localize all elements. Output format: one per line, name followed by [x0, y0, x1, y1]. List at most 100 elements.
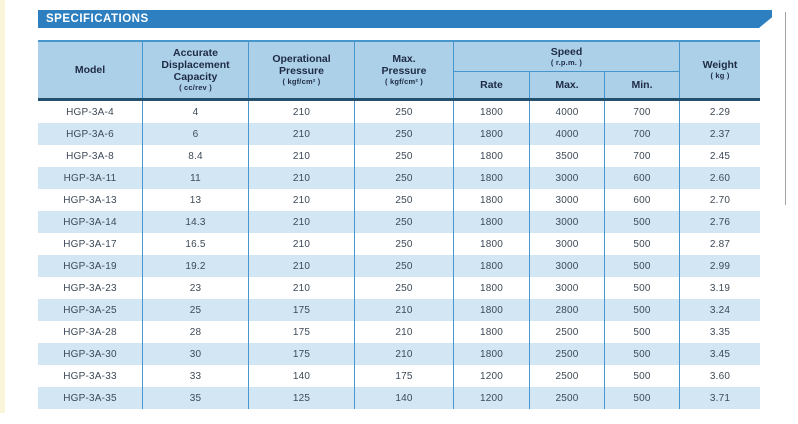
table-cell: HGP-3A-19: [38, 255, 143, 277]
table-cell: 8.4: [143, 145, 249, 167]
table-cell: HGP-3A-30: [38, 343, 143, 365]
table-row: HGP-3A-28 28 175 210 1800 2500 500 3.35: [38, 321, 760, 343]
table-cell: 2500: [530, 365, 605, 387]
table-cell: 16.5: [143, 233, 249, 255]
table-cell: 250: [355, 255, 454, 277]
table-cell: 3000: [530, 255, 605, 277]
table-cell: 1200: [454, 387, 530, 409]
table-cell: 3.24: [709, 304, 731, 316]
table-cell: 175: [249, 321, 355, 343]
table-cell: 3000: [530, 167, 605, 189]
table-cell: 3.35: [709, 326, 731, 338]
table-cell: 210: [249, 211, 355, 233]
column-header-model-label: Model: [74, 63, 106, 76]
table-cell: 19.2: [143, 255, 249, 277]
table-cell: 500: [605, 211, 680, 233]
table-cell: 210: [249, 189, 355, 211]
table-row: HGP-3A-4 4 210 250 1800 4000 700 2.29: [38, 101, 760, 123]
table-row: HGP-3A-6 6 210 250 1800 4000 700 2.37: [38, 123, 760, 145]
table-cell: 3000: [530, 211, 605, 233]
table-body: HGP-3A-4 4 210 250 1800 4000 700 2.29 HGP-3A-6 6 2…: [38, 101, 760, 409]
table-row: HGP-3A-8 8.4 210 250 1800 3500 700 2.45: [38, 145, 760, 167]
table-cell: 3.71: [709, 392, 731, 404]
table-cell: 2.37: [709, 128, 731, 140]
table-cell: 500: [605, 255, 680, 277]
table-cell: 700: [605, 145, 680, 167]
table-cell: 210: [249, 255, 355, 277]
table-cell: 2800: [530, 299, 605, 321]
table-cell: 28: [143, 321, 249, 343]
table-cell: 210: [249, 145, 355, 167]
column-header-speed-min: Min.: [631, 78, 653, 91]
table-cell: 210: [249, 277, 355, 299]
table-cell: 210: [355, 343, 454, 365]
table-cell: 125: [249, 387, 355, 409]
table-cell: 35: [143, 387, 249, 409]
table-cell: 6: [143, 123, 249, 145]
table-cell: 1800: [454, 233, 530, 255]
column-header-speed-group: Speed ( r.p.m. ) Rate Max. Min.: [454, 42, 680, 98]
table-cell: 23: [143, 277, 249, 299]
table-row: HGP-3A-25 25 175 210 1800 2800 500 3.24: [38, 299, 760, 321]
column-header-speed-rate: Rate: [454, 72, 530, 98]
table-cell: HGP-3A-6: [38, 123, 143, 145]
table-cell: 500: [605, 343, 680, 365]
column-unit-label: ( kgf/cm² ): [384, 77, 424, 87]
column-header-weight: Weight ( kg ): [680, 42, 760, 98]
table-cell: 500: [605, 233, 680, 255]
table-cell: 500: [605, 387, 680, 409]
column-unit-label: ( kgf/cm² ): [282, 77, 321, 87]
table-cell: 25: [143, 299, 249, 321]
table-cell: 1800: [454, 101, 530, 123]
column-header-capacity: Accurate Displacement Capacity ( cc/rev …: [143, 42, 249, 98]
table-cell: 250: [355, 211, 454, 233]
header-line: Capacity: [173, 71, 218, 84]
speed-subheader-row: Rate Max. Min.: [454, 71, 679, 98]
table-cell: 1800: [454, 321, 530, 343]
header-line: Accurate: [173, 47, 218, 60]
table-cell: HGP-3A-33: [38, 365, 143, 387]
table-cell: 2500: [530, 343, 605, 365]
column-header-speed-max: Max.: [530, 72, 605, 98]
table-cell: 210: [249, 123, 355, 145]
table-cell: 3500: [530, 145, 605, 167]
table-cell: 700: [605, 123, 680, 145]
table-cell: HGP-3A-25: [38, 299, 143, 321]
table-cell: 2.76: [709, 216, 731, 228]
table-cell: 250: [355, 277, 454, 299]
table-cell: 1200: [454, 365, 530, 387]
table-cell: 250: [355, 189, 454, 211]
table-row: HGP-3A-19 19.2 210 250 1800 3000 500 2.99: [38, 255, 760, 277]
table-row: HGP-3A-23 23 210 250 1800 3000 500 3.19: [38, 277, 760, 299]
table-cell: 1800: [454, 145, 530, 167]
table-cell: 3.60: [709, 370, 731, 382]
header-line: Pressure: [279, 65, 324, 78]
table-header: Model Accurate Displacement Capacity ( c…: [38, 42, 760, 101]
column-header-max-pressure: Max. Pressure ( kgf/cm² ): [355, 42, 454, 98]
table-cell: 1800: [454, 299, 530, 321]
table-cell: 210: [249, 233, 355, 255]
table-cell: HGP-3A-28: [38, 321, 143, 343]
table-cell: 1800: [454, 189, 530, 211]
specifications-table: Model Accurate Displacement Capacity ( c…: [38, 40, 760, 409]
table-cell: 1800: [454, 343, 530, 365]
table-cell: 250: [355, 167, 454, 189]
table-cell: 140: [249, 365, 355, 387]
table-cell: 30: [143, 343, 249, 365]
table-cell: 210: [249, 167, 355, 189]
page-edge-strip: [0, 0, 5, 413]
table-cell: 2500: [530, 387, 605, 409]
table-cell: 175: [249, 343, 355, 365]
table-row: HGP-3A-13 13 210 250 1800 3000 600 2.70: [38, 189, 760, 211]
table-cell: 500: [605, 365, 680, 387]
column-header-speed: Speed ( r.p.m. ): [454, 42, 679, 71]
table-cell: HGP-3A-35: [38, 387, 143, 409]
table-cell: 250: [355, 145, 454, 167]
table-cell: 2.45: [709, 150, 731, 162]
table-cell: 1800: [454, 167, 530, 189]
table-row: HGP-3A-35 35 125 140 1200 2500 500 3.71: [38, 387, 760, 409]
table-cell: 700: [605, 101, 680, 123]
header-line: Max.: [392, 53, 416, 66]
header-line: Displacement: [161, 59, 230, 72]
table-cell: 2.70: [709, 194, 731, 206]
